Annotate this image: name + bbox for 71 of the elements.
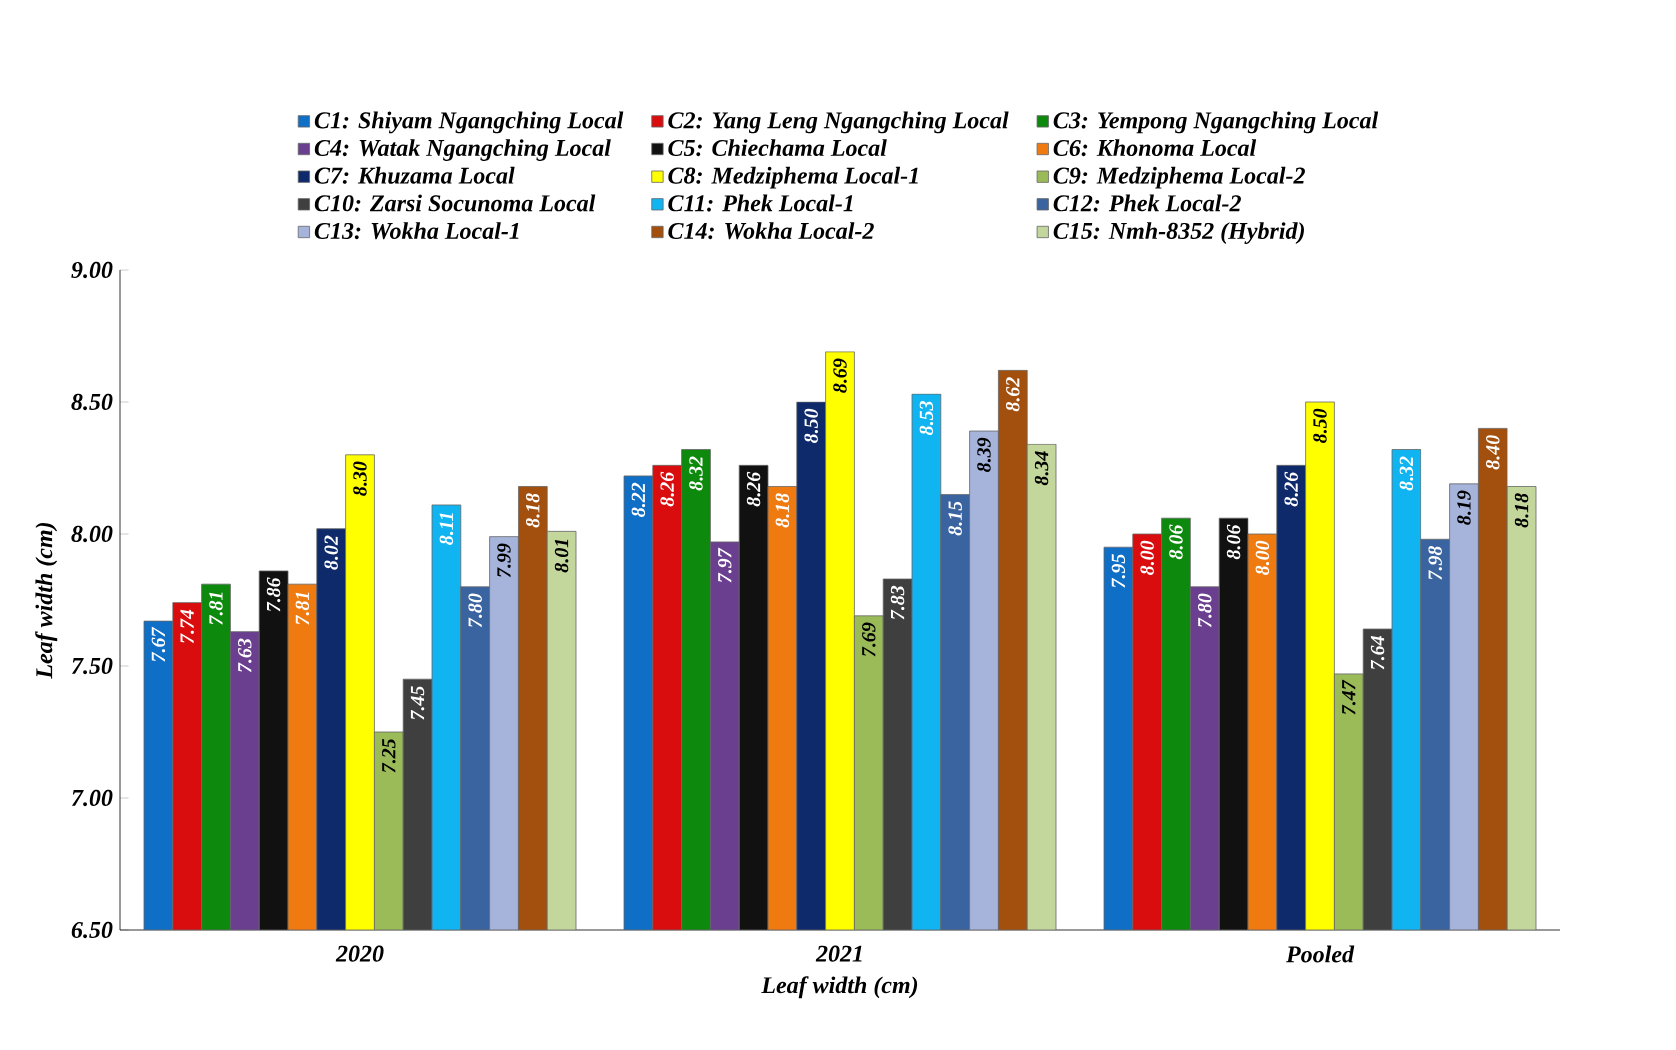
y-tick-label: 8.00 [71, 525, 113, 543]
data-label: 8.39 [977, 437, 991, 473]
legend-label: C10: Zarsi Socunoma Local [314, 194, 596, 212]
legend-label: C4: Watak Ngangching Local [314, 139, 611, 161]
legend-label: C14: Wokha Local-2 [668, 222, 874, 240]
data-label: 7.97 [718, 547, 732, 583]
data-label: 8.53 [919, 401, 934, 436]
data-label: 7.86 [266, 577, 281, 612]
data-label: 8.69 [833, 358, 847, 393]
data-label: 7.95 [1111, 554, 1126, 588]
y-axis-title: Leaf width (cm) [35, 522, 58, 679]
data-label: 8.22 [631, 482, 646, 517]
data-label: 8.34 [1034, 451, 1049, 486]
data-label: 8.19 [1457, 490, 1471, 525]
data-label: 8.50 [1313, 408, 1327, 444]
data-label: 8.18 [1514, 493, 1529, 528]
legend-label: C9: Medziphema Local-2 [1053, 166, 1305, 189]
data-label: 8.26 [660, 471, 674, 507]
data-label: 7.69 [862, 622, 876, 657]
data-label: 7.47 [1342, 679, 1356, 715]
data-label: 8.18 [526, 493, 540, 528]
legend-label: C1: Shiyam Ngangching Local [314, 111, 624, 134]
data-label: 8.50 [804, 408, 818, 444]
data-label: 7.64 [1370, 636, 1385, 670]
legend-label: C15: Nmh-8352 (Hybrid) [1053, 222, 1304, 244]
data-label: 7.81 [295, 592, 310, 625]
data-label: 7.67 [151, 626, 166, 662]
data-label: 8.02 [324, 535, 338, 570]
legend-label: C7: Khuzama Local [314, 166, 515, 184]
data-label: 8.11 [439, 513, 454, 545]
legend-label: C11: Phek Local-1 [668, 194, 853, 212]
data-label: 8.62 [1006, 377, 1020, 412]
data-label: 8.00 [1255, 540, 1270, 576]
data-label: 8.06 [1169, 524, 1183, 560]
legend-label: C3: Yempong Ngangching Local [1053, 111, 1379, 134]
data-label: 7.99 [497, 543, 511, 578]
data-label: 7.98 [1428, 545, 1442, 580]
data-label: 7.80 [1198, 593, 1212, 628]
data-label: 7.25 [382, 738, 396, 773]
x-axis-title: Leaf width (cm) [761, 976, 918, 999]
y-tick-label: 9.00 [71, 261, 113, 279]
x-tick-label: 2021 [815, 945, 862, 962]
data-label: 8.15 [948, 501, 962, 536]
data-label: 8.26 [1284, 471, 1298, 507]
data-label: 8.00 [1140, 540, 1154, 576]
data-label: 8.01 [554, 539, 569, 573]
legend-label: C5: Chiechama Local [668, 139, 887, 157]
y-tick-label: 7.50 [71, 657, 113, 675]
data-label: 7.74 [180, 609, 194, 644]
data-label: 8.32 [689, 456, 703, 491]
y-tick-label: 7.00 [71, 789, 113, 807]
data-label: 7.83 [890, 585, 905, 620]
legend-label: C6: Khonoma Local [1053, 139, 1257, 157]
data-label: 7.81 [209, 592, 223, 625]
legend-label: C8: Medziphema Local-1 [668, 166, 918, 189]
data-label: 8.06 [1226, 524, 1241, 560]
x-tick-label: Pooled [1286, 945, 1355, 963]
data-label: 7.45 [410, 686, 425, 720]
data-label: 8.18 [775, 493, 790, 528]
data-label: 8.26 [746, 471, 761, 507]
data-label: 8.30 [353, 461, 367, 496]
x-tick-label: 2020 [335, 945, 384, 962]
data-label: 8.40 [1486, 435, 1500, 470]
legend-label: C2: Yang Leng Ngangching Local [668, 111, 1009, 134]
y-tick-label: 8.50 [71, 393, 113, 411]
data-label: 7.80 [468, 593, 482, 628]
data-label: 7.63 [238, 638, 252, 673]
data-label: 8.32 [1399, 456, 1414, 491]
legend-label: C12: Phek Local-2 [1053, 194, 1241, 212]
legend-label: C13: Wokha Local-1 [314, 222, 519, 240]
y-tick-label: 6.50 [71, 921, 113, 939]
